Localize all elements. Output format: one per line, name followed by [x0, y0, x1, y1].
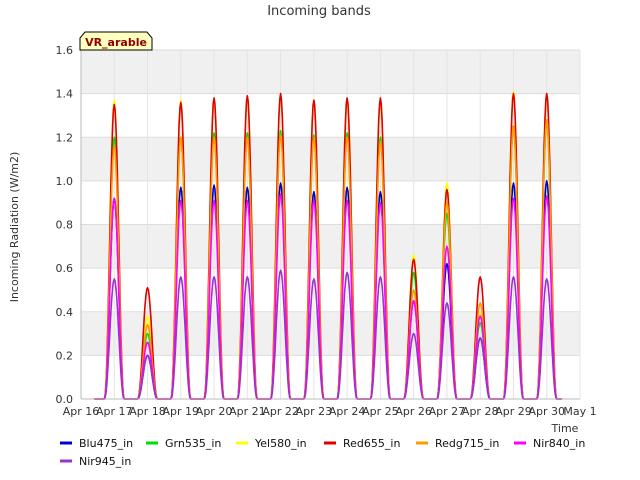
legend-item-nir945-in: Nir945_in [60, 455, 131, 468]
y-tick-label: 0.4 [56, 306, 74, 319]
site-label-box: VR_arable [79, 31, 153, 51]
plot-band [81, 50, 580, 94]
legend-item-blu475-in: Blu475_in [60, 437, 133, 450]
x-tick-label: Apr 29 [495, 405, 532, 418]
legend-item-grn535-in: Grn535_in [146, 437, 221, 450]
legend-label: Redg715_in [435, 437, 499, 450]
legend-label: Grn535_in [165, 437, 221, 450]
y-axis-label: Incoming Radiation (W/m2) [8, 152, 21, 303]
legend-item-yel580-in: Yel580_in [236, 437, 307, 450]
x-tick-label: Apr 24 [329, 405, 366, 418]
legend-item-nir840-in: Nir840_in [514, 437, 585, 450]
x-tick-label: Apr 25 [362, 405, 399, 418]
y-tick-labels: 0.0 0.2 0.4 0.6 0.8 1.0 1.2 1.4 1.6 [56, 44, 74, 406]
x-tick-label: May 1 [563, 405, 596, 418]
legend-label: Blu475_in [79, 437, 133, 450]
site-label-badge [79, 31, 153, 51]
x-tick-label: Apr 18 [129, 405, 166, 418]
site-label: VR_arable [85, 36, 147, 49]
legend-label: Nir840_in [533, 437, 585, 450]
legend-item-red655-in: Red655_in [324, 437, 400, 450]
y-tick-label: 0.6 [56, 262, 74, 275]
legend-label: Nir945_in [79, 455, 131, 468]
plot-band [81, 311, 580, 356]
legend: Blu475_in Grn535_in Yel580_in Red655_in Redg… [60, 437, 585, 468]
x-tick-label: Apr 26 [395, 405, 432, 418]
x-tick-label: Apr 30 [528, 405, 565, 418]
x-tick-label: Apr 17 [96, 405, 133, 418]
legend-item-redg715-in: Redg715_in [416, 437, 499, 450]
axes [80, 50, 580, 400]
legend-label: Red655_in [343, 437, 400, 450]
x-tick-label: Apr 23 [296, 405, 333, 418]
plot-band [81, 137, 580, 181]
chart-title: Incoming bands [267, 4, 371, 19]
y-tick-label: 1.2 [56, 131, 74, 144]
plot-band [81, 224, 580, 269]
x-tick-label: Apr 19 [163, 405, 200, 418]
x-tick-label: Apr 16 [63, 405, 100, 418]
y-tick-label: 0.8 [56, 219, 74, 232]
y-tick-label: 0.2 [56, 349, 74, 362]
y-tick-label: 0.0 [56, 393, 74, 406]
x-tick-label: Apr 21 [229, 405, 266, 418]
x-tick-label: Apr 22 [262, 405, 299, 418]
x-tick-label: Apr 27 [429, 405, 466, 418]
y-tick-label: 1.0 [56, 175, 74, 188]
x-axis-label: Time [551, 422, 579, 435]
x-tick-label: Apr 20 [196, 405, 233, 418]
x-tick-label: Apr 28 [462, 405, 499, 418]
y-tick-label: 1.4 [56, 88, 74, 101]
legend-label: Yel580_in [254, 437, 307, 450]
y-tick-label: 1.6 [56, 44, 74, 57]
